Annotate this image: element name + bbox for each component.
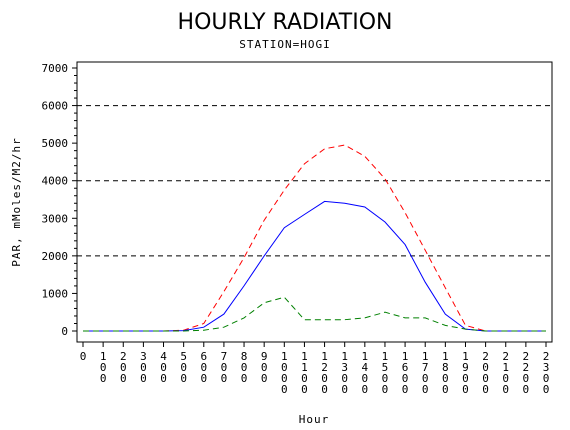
- series-line-2: [83, 200, 546, 332]
- series-line-1: [83, 144, 546, 332]
- y-tick-label: 4000: [42, 175, 69, 188]
- x-axis-label: Hour: [299, 413, 330, 426]
- series-layer: [83, 144, 546, 332]
- y-tick-label: 1000: [42, 287, 69, 300]
- chart-subtitle: STATION=HOGI: [239, 38, 330, 51]
- y-tick-label: 6000: [42, 100, 69, 113]
- series-line-3: [83, 296, 546, 332]
- y-tick-label: 0: [61, 325, 68, 338]
- chart-title: HOURLY RADIATION: [178, 10, 393, 35]
- y-tick-label: 2000: [42, 250, 69, 263]
- x-tick-label: 0: [80, 350, 87, 363]
- y-tick-label: 5000: [42, 137, 69, 150]
- y-axis-label: PAR, mMoles/M2/hr: [10, 137, 23, 267]
- reference-lines: [77, 105, 552, 257]
- y-tick-label: 7000: [42, 62, 69, 75]
- y-tick-label: 3000: [42, 212, 69, 225]
- x-axis: 0 1 0 0 2 0 0 3 0 0 4 0 0 5 0 0 6 0 0 7 0 0 8 0 0 9 0 0 1 0 0 0 1 1 0 0 1 2 0 0…: [80, 342, 550, 396]
- y-axis: 0 1000 2000 3000 4000 5000 6000 7000: [42, 62, 77, 338]
- plot-frame: [76, 61, 553, 343]
